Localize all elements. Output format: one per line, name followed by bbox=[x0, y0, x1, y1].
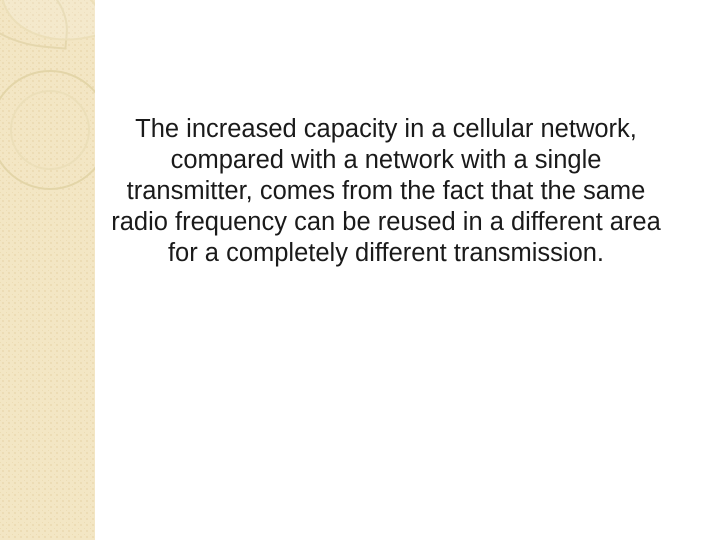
slide-body-text: The increased capacity in a cellular net… bbox=[106, 114, 666, 270]
content-area: The increased capacity in a cellular net… bbox=[100, 0, 700, 540]
decorative-sidebar bbox=[0, 0, 95, 540]
ring-ornament-icon bbox=[10, 90, 90, 170]
slide: The increased capacity in a cellular net… bbox=[0, 0, 720, 540]
